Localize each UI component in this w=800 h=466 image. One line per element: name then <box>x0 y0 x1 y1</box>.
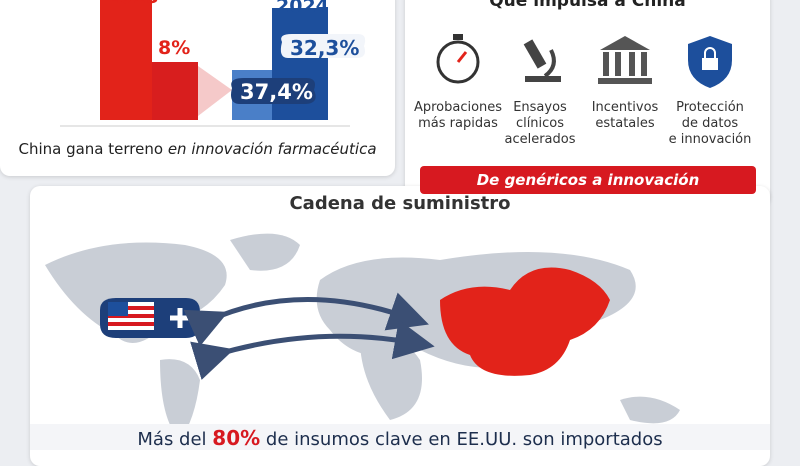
bank-icon <box>598 36 652 84</box>
graphics <box>30 0 770 450</box>
label-bottom: 37,4% <box>240 80 313 104</box>
stopwatch-icon <box>436 34 480 84</box>
driver-line: Ensayos <box>513 100 567 115</box>
badge-light <box>280 34 366 58</box>
driver-line: Incentivos <box>591 100 659 115</box>
supply-footer: Más del 80% de insumos clave en EE.UU. s… <box>30 426 770 450</box>
driver-line: acelerados <box>504 132 576 147</box>
supply-title: Cadena de suministro <box>289 193 511 214</box>
driver-item: Aprobaciones más rapidas <box>413 100 503 132</box>
label-right: 32,3% <box>290 36 360 60</box>
arrow <box>198 66 232 116</box>
driver-line: clínicos <box>515 116 565 131</box>
driver-line: de datos <box>681 116 739 131</box>
shield-icon <box>688 36 732 88</box>
footer-after: de insumos clave en EE.UU. son importado… <box>265 429 663 450</box>
arrow-west <box>190 319 435 380</box>
badge-dark <box>231 78 316 104</box>
caption-italic: en innovación farmacéutica <box>167 140 377 158</box>
driver-line: e innovación <box>668 132 752 147</box>
caption: China gana terreno en innovación farmacé… <box>0 140 395 158</box>
footer-highlight: 80% <box>212 426 261 450</box>
driver-line: más rapidas <box>418 116 498 131</box>
caption-plain: China gana terreno <box>18 140 164 158</box>
banner-text: De genéricos a innovación <box>476 171 700 189</box>
label-left: 8% <box>158 37 191 59</box>
page: 2015 8% 2024 32,3% 37,4% China gana terr… <box>0 0 770 466</box>
usa-badge <box>100 298 200 338</box>
year-right: 2024 <box>276 0 329 17</box>
driver-line: Aprobaciones <box>413 100 503 115</box>
year-left: 2015 <box>106 0 159 8</box>
driver-line: estatales <box>595 116 655 131</box>
microscope-icon <box>523 39 561 82</box>
china <box>440 267 610 376</box>
driver-item: Incentivos estatales <box>580 100 670 132</box>
banner <box>420 166 756 194</box>
footer-before: Más del <box>137 429 207 450</box>
driver-item: Ensayos clínicos acelerados <box>495 100 585 148</box>
footer-strip <box>30 424 770 450</box>
bar-2015 <box>100 0 152 120</box>
driver-line: Protección <box>676 100 744 115</box>
drivers-title: Qué impulsa a China <box>489 0 686 11</box>
bar-small-red <box>152 62 198 120</box>
driver-item: Protección de datos e innovación <box>665 100 755 148</box>
arrow-east <box>183 292 429 347</box>
